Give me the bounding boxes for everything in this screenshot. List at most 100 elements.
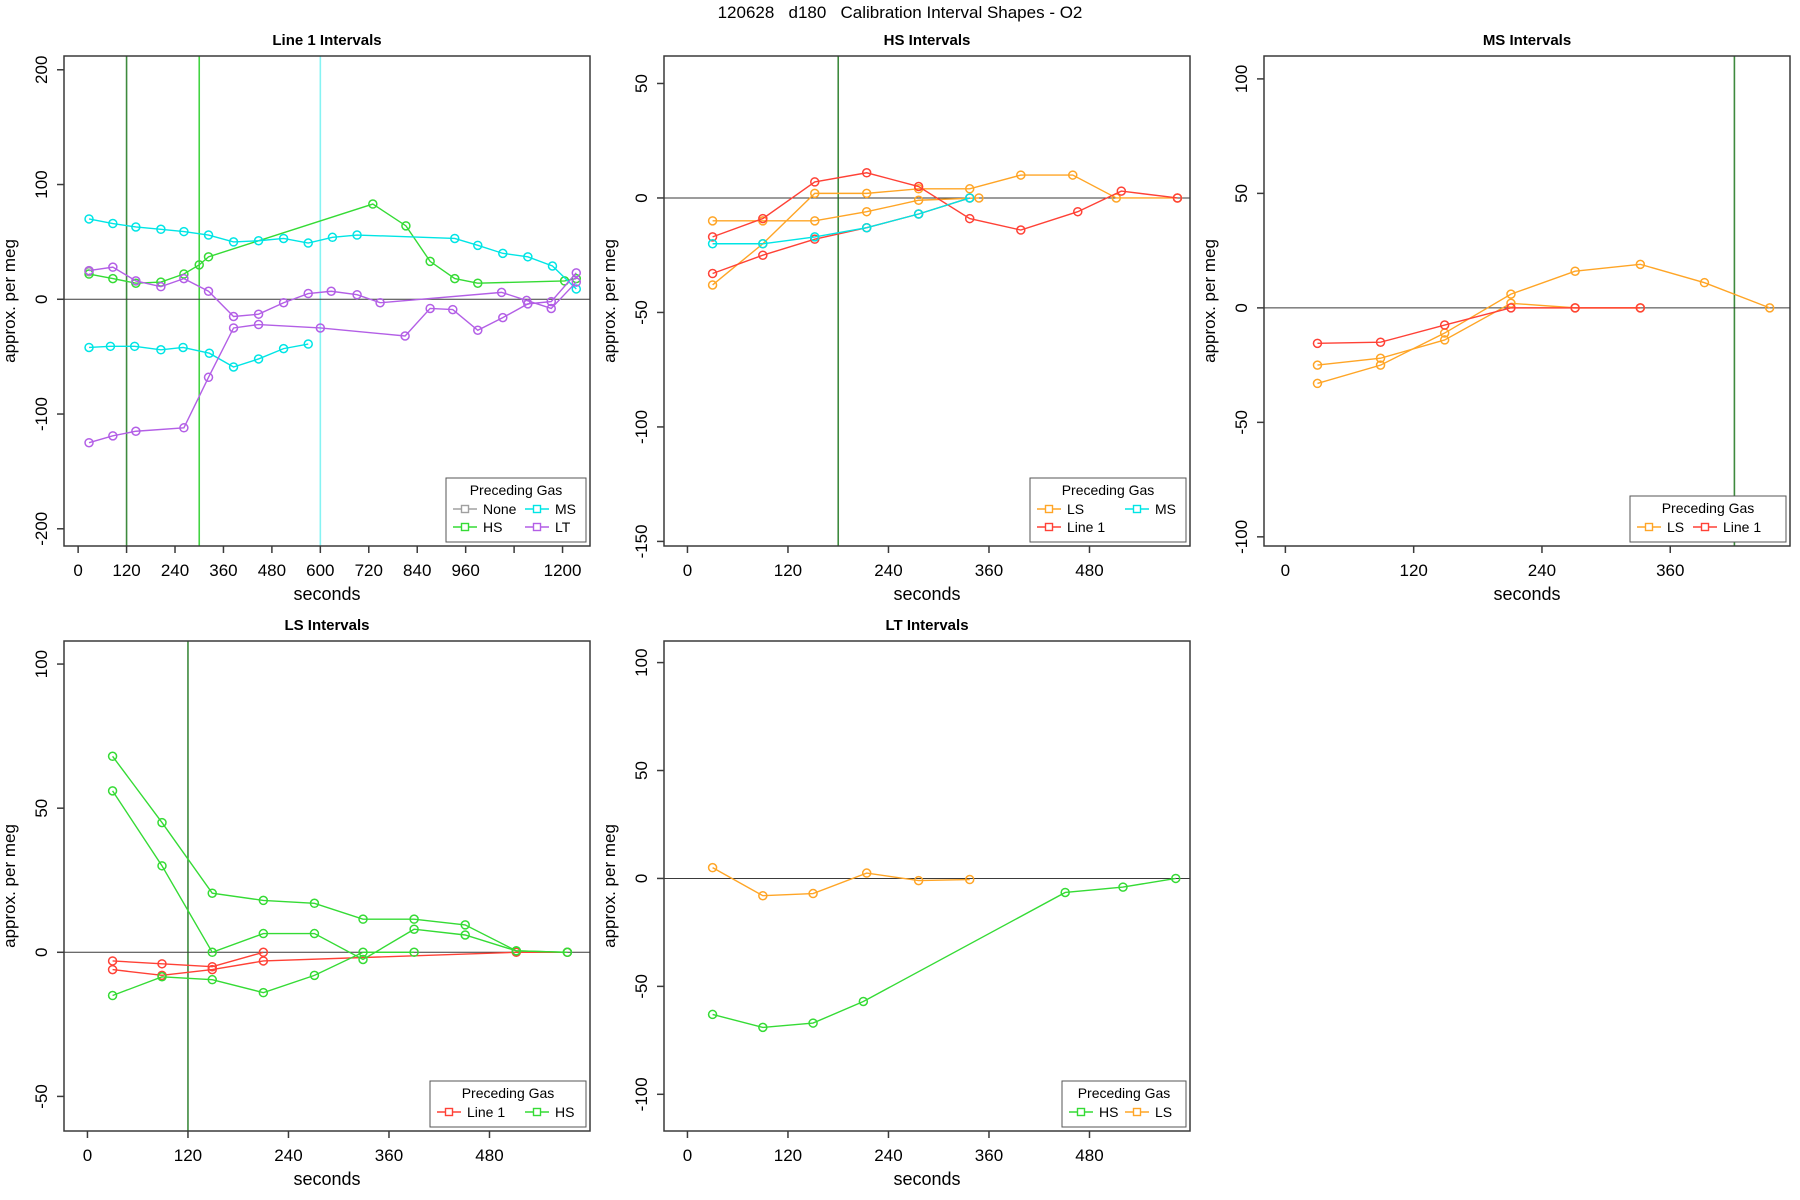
data-point bbox=[1764, 303, 1775, 313]
data-point bbox=[758, 213, 768, 224]
data-point bbox=[498, 248, 508, 259]
data-point bbox=[207, 888, 218, 898]
data-point bbox=[562, 947, 573, 958]
data-point bbox=[84, 265, 94, 276]
legend-entry-label: LS bbox=[1667, 519, 1684, 535]
series-Line1-run2 bbox=[707, 193, 975, 279]
data-point bbox=[1118, 882, 1128, 892]
x-axis-label: seconds bbox=[293, 584, 360, 604]
data-point bbox=[1699, 277, 1710, 288]
data-point bbox=[810, 188, 820, 199]
data-point bbox=[228, 362, 239, 372]
data-point bbox=[107, 751, 118, 762]
legend-marker-square bbox=[532, 1107, 542, 1117]
data-point bbox=[974, 193, 984, 203]
legend-entry-label: LT bbox=[555, 519, 571, 535]
legend-marker-square bbox=[460, 522, 470, 532]
legend-marker-square bbox=[1644, 522, 1654, 532]
data-point bbox=[1060, 887, 1070, 898]
data-point bbox=[207, 974, 218, 985]
data-point bbox=[352, 230, 362, 240]
data-point bbox=[253, 354, 264, 364]
series-HS bbox=[84, 199, 582, 288]
plot-frame bbox=[663, 640, 1191, 1132]
data-point bbox=[808, 1018, 818, 1028]
main-title: 120628 d180 Calibration Interval Shapes … bbox=[717, 3, 1083, 22]
data-point bbox=[156, 281, 166, 292]
x-tick-label: 0 bbox=[83, 1146, 92, 1165]
x-tick-label: 120 bbox=[774, 1146, 802, 1165]
data-point bbox=[84, 214, 94, 224]
legend-marker-square bbox=[1076, 1107, 1086, 1117]
data-point bbox=[108, 431, 118, 441]
chart-title: MS Intervals bbox=[1483, 32, 1571, 49]
series-LS-run2 bbox=[1312, 298, 1646, 370]
data-point bbox=[861, 868, 872, 878]
data-point bbox=[523, 252, 533, 262]
x-tick-label: 0 bbox=[73, 561, 82, 580]
data-point bbox=[447, 304, 458, 315]
panel-lt-intervals: 0 120 240 360 480 -100 -50 0 50 100 LT Intervals se… bbox=[600, 611, 1200, 1196]
y-tick-label: 0 bbox=[1232, 303, 1251, 312]
legend-title: Preceding Gas bbox=[462, 1085, 555, 1101]
data-point bbox=[207, 947, 218, 958]
series-MS-run1 bbox=[84, 214, 582, 294]
data-point bbox=[203, 230, 214, 240]
data-point bbox=[707, 862, 718, 873]
x-tick-label: 360 bbox=[1656, 561, 1684, 580]
legend-entry-label: Line 1 bbox=[467, 1104, 505, 1120]
data-point bbox=[1312, 378, 1323, 389]
data-point bbox=[107, 990, 118, 1001]
data-point bbox=[203, 372, 214, 383]
data-point bbox=[496, 287, 507, 298]
data-point bbox=[326, 286, 336, 296]
data-point bbox=[571, 277, 582, 287]
x-tick-label: 480 bbox=[1075, 1146, 1103, 1165]
data-point bbox=[1570, 266, 1580, 276]
plot-frame bbox=[1263, 55, 1791, 547]
data-point bbox=[1375, 337, 1386, 347]
data-point bbox=[450, 233, 460, 244]
legend-marker-square bbox=[460, 504, 470, 514]
x-axis-label: seconds bbox=[1493, 584, 1560, 604]
x-tick-label: 120 bbox=[1399, 561, 1427, 580]
y-tick-label: 100 bbox=[32, 650, 51, 678]
y-axis-label: approx. per meg bbox=[600, 824, 619, 948]
series-LS bbox=[707, 862, 975, 901]
legend-marker-square bbox=[1700, 522, 1710, 532]
data-point bbox=[1375, 360, 1386, 370]
y-axis-label: approx. per meg bbox=[0, 824, 19, 948]
x-tick-label: 0 bbox=[683, 561, 692, 580]
data-point bbox=[1016, 170, 1026, 180]
data-point bbox=[253, 309, 264, 319]
data-point bbox=[523, 299, 533, 309]
x-tick-label: 480 bbox=[1075, 561, 1103, 580]
x-tick-label: 240 bbox=[1528, 561, 1556, 580]
data-point bbox=[707, 239, 718, 249]
y-tick-label: -50 bbox=[32, 1084, 51, 1109]
y-tick-label: -100 bbox=[632, 410, 651, 444]
data-point bbox=[546, 303, 556, 314]
data-point bbox=[1375, 353, 1386, 363]
series-LS-run1 bbox=[1312, 259, 1775, 389]
x-tick-label: 240 bbox=[274, 1146, 302, 1165]
x-tick-label: 840 bbox=[403, 561, 431, 580]
series-Line1-run1 bbox=[707, 168, 1183, 242]
series-MS-run2 bbox=[84, 339, 313, 372]
series-LS-run2 bbox=[707, 170, 1183, 290]
y-tick-label: 50 bbox=[632, 761, 651, 780]
x-tick-label: 360 bbox=[975, 561, 1003, 580]
data-point bbox=[707, 1009, 718, 1020]
legend: Preceding Gas LS Line 1 bbox=[1629, 495, 1787, 543]
data-point bbox=[105, 341, 116, 352]
data-point bbox=[473, 325, 483, 336]
data-point bbox=[964, 874, 975, 885]
data-point bbox=[278, 297, 289, 308]
data-point bbox=[194, 260, 204, 270]
data-point bbox=[84, 342, 94, 353]
data-point bbox=[758, 890, 768, 901]
y-tick-label: 50 bbox=[1232, 184, 1251, 203]
data-point bbox=[178, 342, 188, 353]
data-point bbox=[409, 947, 419, 958]
legend-marker-square bbox=[1044, 522, 1054, 532]
